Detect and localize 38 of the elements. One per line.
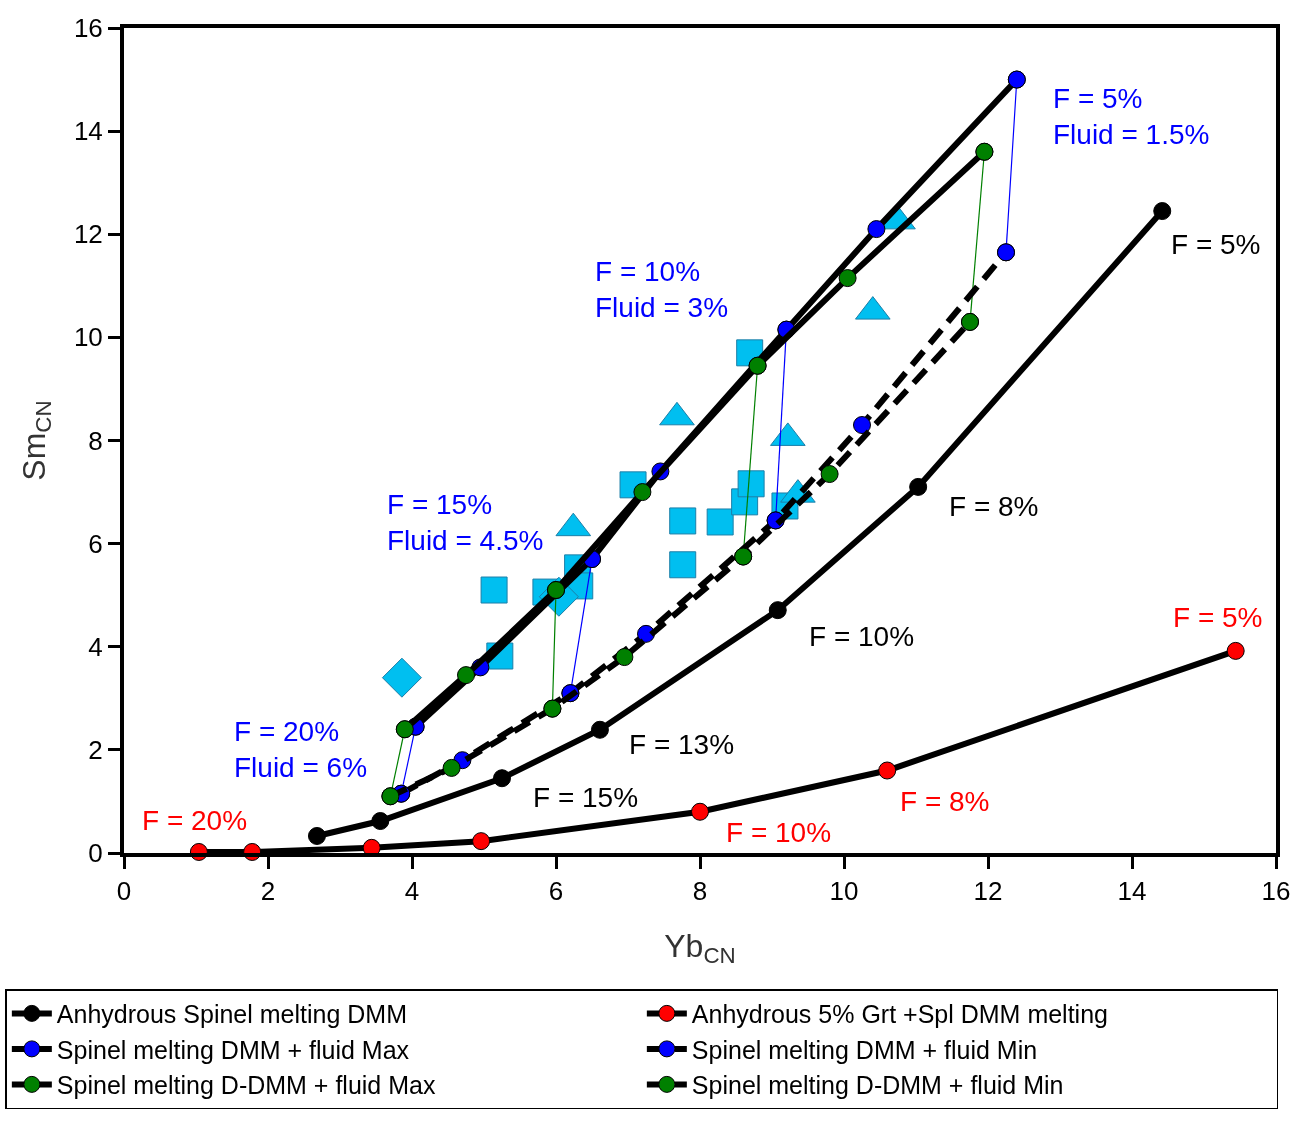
annotation: F = 13%: [629, 729, 735, 760]
annotation: F = 8%: [949, 491, 1039, 522]
x-tick-label: 4: [404, 876, 420, 907]
annotation: F = 20% Fluid = 6%: [234, 716, 368, 784]
x-tick-label: 10: [829, 876, 859, 907]
legend-label: Spinel melting DMM + fluid Min: [691, 1035, 1038, 1064]
legend-label: Spinel melting DMM + fluid Max: [56, 1035, 410, 1064]
x-axis-title: Yb$_{CN}$: [664, 927, 736, 969]
y-tick-label: 10: [73, 322, 103, 353]
annotation: F = 5%: [1171, 229, 1261, 260]
x-tick-label: 14: [1117, 876, 1147, 907]
annotation: F = 15%: [533, 782, 639, 813]
x-tick-label: 6: [548, 876, 564, 907]
annotation: F = 10%: [726, 817, 832, 848]
y-tick-label: 16: [73, 13, 103, 44]
x-tick-label: 2: [260, 876, 276, 907]
annotation: F = 5%: [1173, 602, 1263, 633]
legend-label: Spinel melting D-DMM + fluid Min: [691, 1071, 1064, 1100]
x-tick-label: 8: [692, 876, 708, 907]
y-tick-label: 6: [88, 528, 103, 559]
y-tick-label: 4: [88, 631, 103, 662]
y-tick-label: 2: [88, 734, 103, 765]
y-tick-label: 14: [73, 116, 103, 147]
x-tick-label: 0: [116, 876, 132, 907]
x-tick-label: 12: [973, 876, 1003, 907]
legend-label: Anhydrous 5% Grt +Spl DMM melting: [691, 1000, 1108, 1029]
y-tick-label: 0: [88, 838, 103, 869]
annotation: F = 10%: [809, 621, 915, 652]
y-tick-label: 8: [88, 425, 103, 456]
annotation: F = 15% Fluid = 4.5%: [387, 489, 544, 557]
annotation: F = 20%: [142, 805, 248, 836]
x-tick-label: 16: [1261, 876, 1291, 907]
annotation: F = 10% Fluid = 3%: [595, 256, 729, 324]
annotation: F = 5% Fluid = 1.5%: [1053, 83, 1210, 151]
y-tick-label: 12: [73, 219, 103, 250]
annotation: F = 8%: [900, 786, 990, 817]
legend-label: Spinel melting D-DMM + fluid Max: [56, 1071, 436, 1100]
legend-label: Anhydrous Spinel melting DMM: [56, 1000, 407, 1029]
